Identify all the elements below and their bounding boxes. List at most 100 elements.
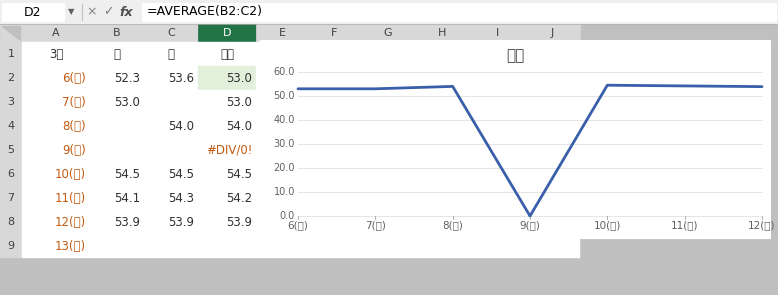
Bar [198, 186, 256, 210]
Bar [415, 90, 470, 114]
Bar [360, 114, 415, 138]
Bar [298, 72, 762, 216]
Text: 54.3: 54.3 [168, 191, 194, 204]
Polygon shape [2, 26, 20, 40]
Text: 朝: 朝 [114, 47, 121, 60]
Bar [470, 138, 525, 162]
Bar [308, 210, 360, 234]
Bar [415, 186, 470, 210]
Bar [144, 234, 198, 258]
Text: 50.0: 50.0 [274, 91, 295, 101]
Text: 53.9: 53.9 [168, 216, 194, 229]
Bar [256, 114, 308, 138]
Bar [415, 114, 470, 138]
Bar [198, 24, 256, 42]
Bar [22, 138, 90, 162]
Text: 3: 3 [8, 97, 15, 107]
Bar [0, 186, 22, 210]
Bar [198, 42, 256, 66]
Bar [22, 66, 90, 90]
Text: 1: 1 [8, 49, 15, 59]
Text: 4: 4 [8, 121, 15, 131]
Text: 5: 5 [8, 145, 15, 155]
Text: 53.6: 53.6 [168, 71, 194, 84]
Text: 54.0: 54.0 [168, 119, 194, 132]
Bar [308, 162, 360, 186]
Bar [90, 210, 144, 234]
Bar [198, 66, 256, 90]
Bar [470, 186, 525, 210]
Bar [256, 42, 308, 66]
Text: 10(土): 10(土) [55, 168, 86, 181]
Bar [198, 90, 256, 114]
Text: 7(水): 7(水) [365, 220, 386, 230]
Text: 10(土): 10(土) [594, 220, 621, 230]
Bar [470, 162, 525, 186]
Bar [144, 114, 198, 138]
Bar [525, 66, 580, 90]
Text: ▼: ▼ [68, 7, 75, 17]
Bar [470, 210, 525, 234]
Bar [90, 42, 144, 66]
Text: 9(金): 9(金) [62, 143, 86, 157]
Bar [256, 24, 308, 42]
Bar [0, 66, 22, 90]
Bar [525, 24, 580, 42]
Bar [308, 114, 360, 138]
Bar [470, 234, 525, 258]
Bar [144, 210, 198, 234]
Bar [0, 210, 22, 234]
Text: =AVERAGE(B2:C2): =AVERAGE(B2:C2) [147, 6, 263, 19]
Bar [260, 40, 770, 238]
Bar [415, 162, 470, 186]
Text: E: E [279, 28, 286, 38]
Bar [360, 90, 415, 114]
Bar [198, 234, 256, 258]
Bar [0, 0, 778, 24]
Bar [256, 210, 308, 234]
Text: ×: × [87, 6, 97, 19]
Text: 54.5: 54.5 [114, 168, 140, 181]
Bar [22, 234, 90, 258]
Bar [256, 90, 308, 114]
Bar [415, 42, 470, 66]
Bar [360, 234, 415, 258]
Text: 6(火): 6(火) [62, 71, 86, 84]
Bar [198, 162, 256, 186]
Text: 平均: 平均 [220, 47, 234, 60]
Bar [525, 138, 580, 162]
Text: 8(木): 8(木) [62, 119, 86, 132]
Bar [198, 138, 256, 162]
Bar [256, 234, 308, 258]
Text: 54.5: 54.5 [168, 168, 194, 181]
Bar [90, 138, 144, 162]
Bar [308, 138, 360, 162]
Bar [0, 42, 22, 66]
Bar [90, 114, 144, 138]
Text: 54.0: 54.0 [226, 119, 252, 132]
Bar [308, 66, 360, 90]
Bar [415, 138, 470, 162]
Bar [470, 42, 525, 66]
Text: H: H [438, 28, 447, 38]
Text: I: I [496, 28, 499, 38]
Text: D2: D2 [24, 6, 42, 19]
Text: fx: fx [119, 6, 133, 19]
Bar [144, 186, 198, 210]
Text: 11(日): 11(日) [54, 191, 86, 204]
Text: G: G [384, 28, 392, 38]
Bar [360, 24, 415, 42]
Bar [360, 42, 415, 66]
Bar [0, 114, 22, 138]
Text: 53.0: 53.0 [226, 96, 252, 109]
Bar [0, 24, 22, 42]
Bar [360, 162, 415, 186]
Bar [360, 186, 415, 210]
Bar [470, 24, 525, 42]
Bar [470, 66, 525, 90]
Bar [525, 234, 580, 258]
Bar [525, 90, 580, 114]
Bar [0, 162, 22, 186]
Bar [470, 114, 525, 138]
Bar [22, 162, 90, 186]
